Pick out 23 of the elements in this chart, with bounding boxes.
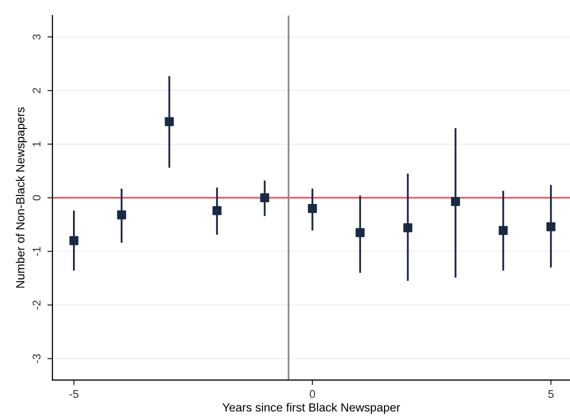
y-tick-label: 2 — [32, 88, 40, 94]
point — [117, 210, 126, 220]
point — [498, 226, 508, 235]
y-axis-title: Number of Non-Black Newspapers — [16, 107, 27, 288]
point — [212, 206, 222, 216]
x-tick-label: 0 — [310, 390, 316, 398]
point — [69, 236, 78, 246]
point — [403, 223, 412, 232]
y-tick-label: -2 — [32, 300, 40, 310]
y-tick-label: 1 — [32, 142, 40, 146]
point — [308, 204, 317, 213]
x-tick-label: -5 — [69, 390, 78, 398]
point — [164, 117, 174, 126]
x-axis-title: Years since first Black Newspaper — [222, 402, 400, 414]
y-tick-label: -3 — [32, 354, 41, 364]
y-tick-label: 0 — [32, 195, 41, 200]
x-tick-label: 5 — [548, 390, 554, 398]
point — [260, 193, 270, 202]
y-tick-label: 3 — [32, 34, 41, 40]
point — [546, 222, 556, 232]
point — [451, 197, 460, 206]
y-tick-label: -1 — [32, 246, 40, 256]
point — [356, 228, 365, 238]
